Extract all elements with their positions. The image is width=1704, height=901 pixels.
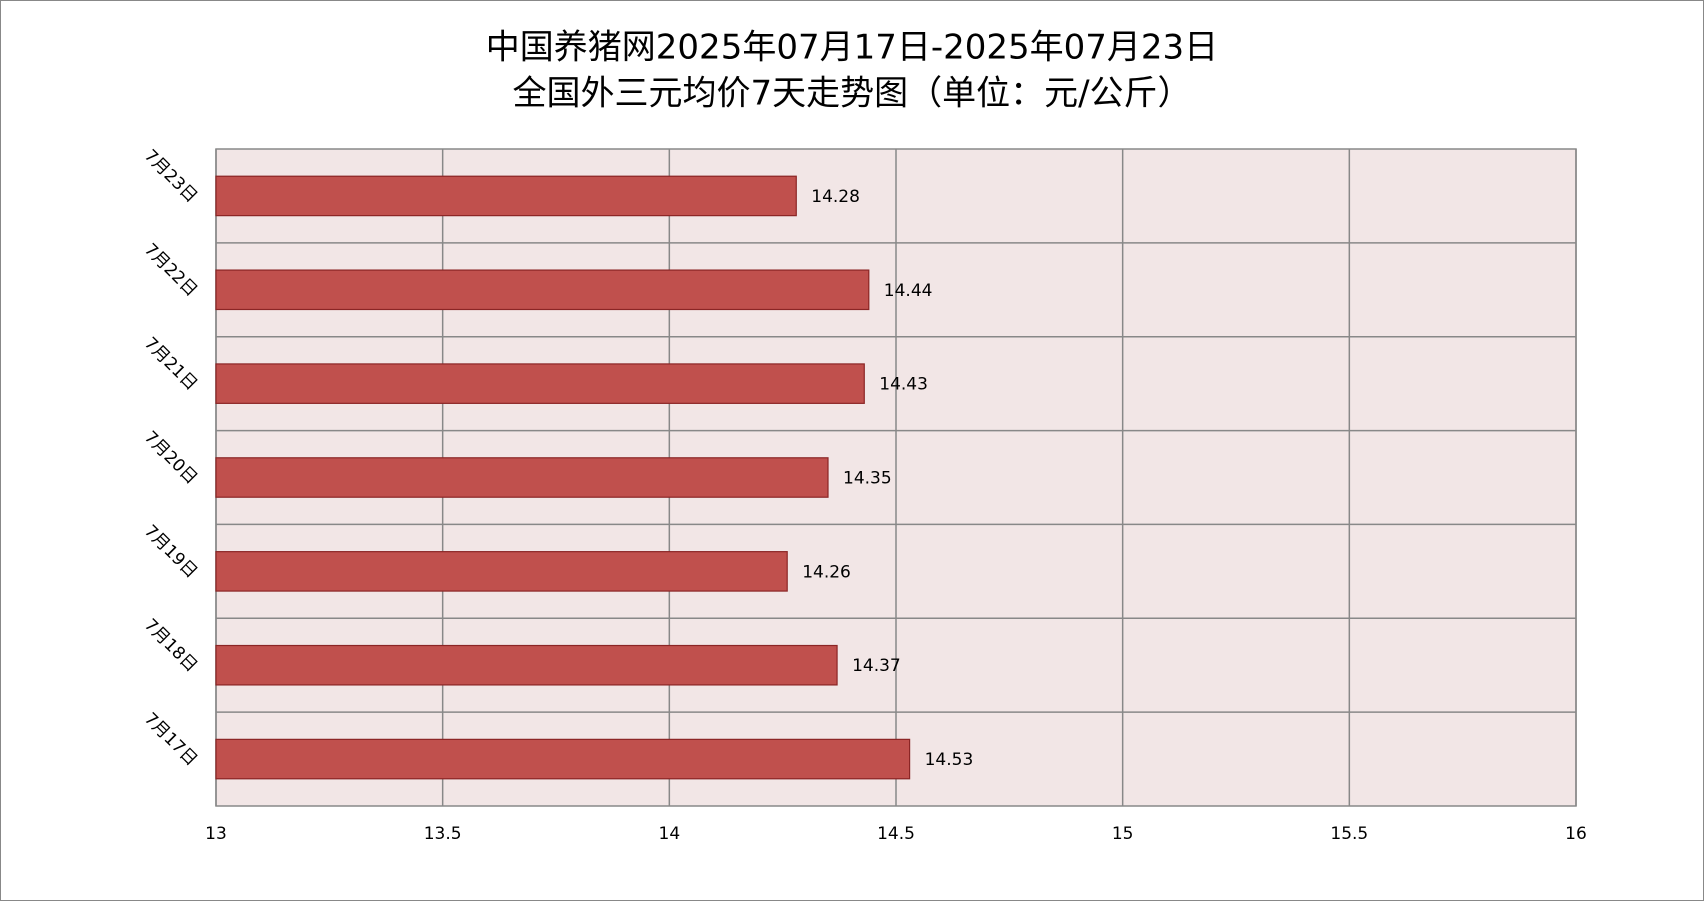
bar xyxy=(215,363,865,404)
data-label: 14.53 xyxy=(925,750,974,770)
x-tick-label: 16 xyxy=(1565,824,1587,844)
bar xyxy=(215,175,797,217)
x-tick-label: 14 xyxy=(659,824,681,844)
data-label: 14.37 xyxy=(852,656,901,676)
data-label: 14.35 xyxy=(843,469,892,489)
chart-title: 中国养猪网2025年07月17日-2025年07月23日 xyxy=(486,28,1218,68)
data-label: 14.26 xyxy=(802,562,851,582)
x-tick-label: 13.5 xyxy=(424,824,462,844)
bar xyxy=(215,644,838,686)
bar xyxy=(215,738,911,780)
x-tick-label: 15 xyxy=(1112,824,1134,844)
x-tick-label: 15.5 xyxy=(1330,824,1368,844)
chart-title: 全国外三元均价7天走势图（单位：元/公斤） xyxy=(512,74,1191,114)
x-tick-label: 14.5 xyxy=(877,824,915,844)
bar xyxy=(215,269,870,311)
bar xyxy=(215,457,829,498)
data-label: 14.28 xyxy=(811,187,860,207)
bar xyxy=(215,551,788,592)
data-label: 14.43 xyxy=(879,375,928,395)
x-tick-label: 13 xyxy=(205,824,227,844)
data-label: 14.44 xyxy=(884,281,933,301)
